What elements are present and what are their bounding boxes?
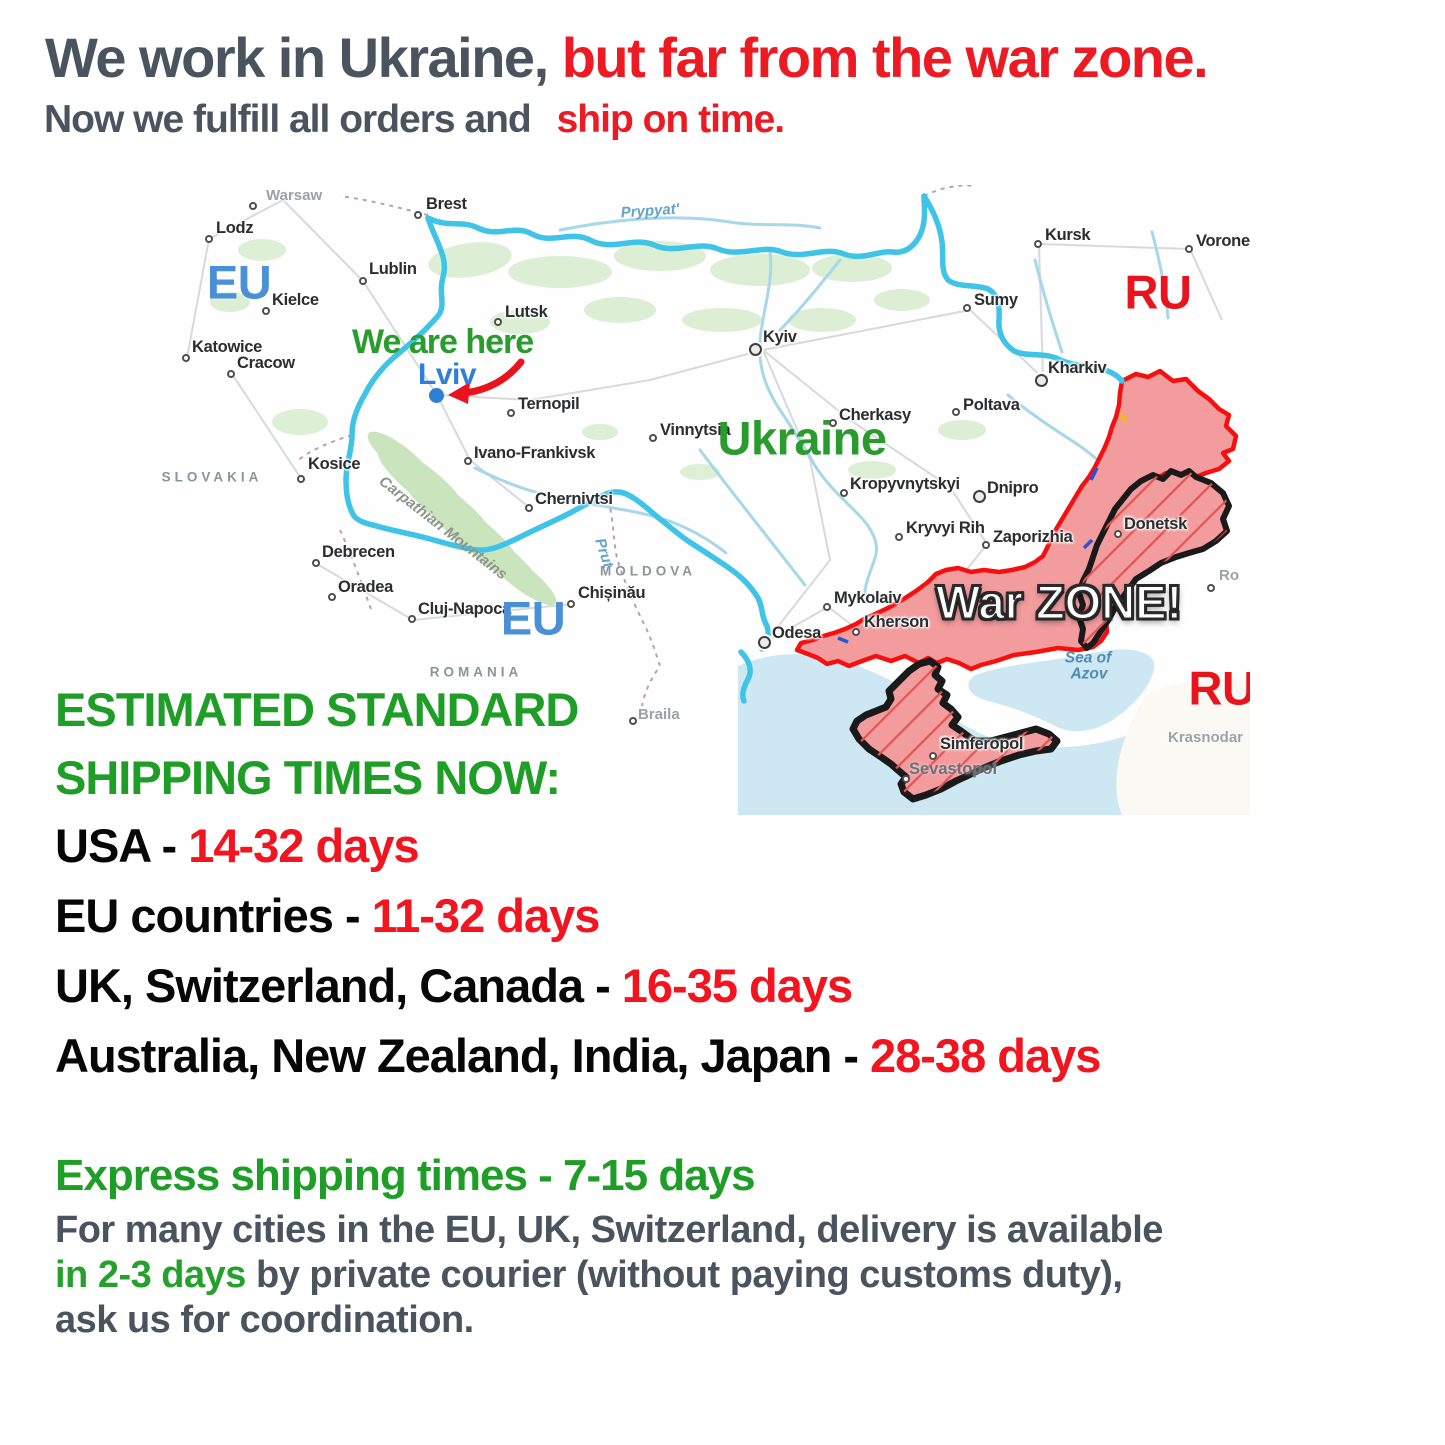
subheadline-dark: Now we fulfill all orders and bbox=[44, 98, 532, 141]
shipping-row-label: EU countries - bbox=[55, 889, 361, 942]
krasnodar-land bbox=[1116, 678, 1250, 815]
country-borders bbox=[295, 185, 975, 707]
shipping-row-label: UK, Switzerland, Canada - bbox=[55, 959, 611, 1012]
frontline-marks bbox=[837, 413, 1128, 644]
ukraine-border bbox=[343, 193, 1125, 704]
courier-note-line2: in 2-3 days by private courier (without … bbox=[55, 1253, 1163, 1298]
shipping-heading-line1: ESTIMATED STANDARD bbox=[55, 683, 579, 736]
courier-note-green: in 2-3 days bbox=[55, 1254, 246, 1296]
donetsk-hatch bbox=[1079, 471, 1229, 648]
sea-of-azov bbox=[968, 649, 1155, 732]
shipping-row-value: 28-38 days bbox=[870, 1029, 1101, 1082]
shipping-row-value: 11-32 days bbox=[371, 889, 601, 942]
shipping-row-value: 14-32 days bbox=[188, 819, 419, 872]
headline-dark: We work in Ukraine, bbox=[45, 26, 549, 89]
courier-note-line2-rest: by private courier (without paying custo… bbox=[245, 1254, 1123, 1296]
rivers bbox=[473, 216, 1170, 604]
shipping-row-uk-ch-ca: UK, Switzerland, Canada -16-35 days bbox=[55, 959, 853, 1012]
shipping-heading-line2: SHIPPING TIMES NOW: bbox=[55, 751, 561, 804]
crimea-hatch bbox=[853, 661, 1057, 799]
shipping-row-eu: EU countries -11-32 days bbox=[55, 889, 601, 942]
carpathian-ridge bbox=[367, 431, 557, 606]
shipping-row-value: 16-35 days bbox=[621, 959, 853, 1012]
arrow-to-lviv bbox=[448, 358, 525, 404]
shipping-row-label: USA - bbox=[55, 819, 177, 872]
courier-note: For many cities in the EU, UK, Switzerla… bbox=[55, 1208, 1163, 1343]
subheadline-red: ship on time. bbox=[556, 98, 786, 141]
subheadline: Now we fulfill all orders and ship on ti… bbox=[44, 98, 786, 141]
shipping-row-au-nz-in-jp: Australia, New Zealand, India, Japan -28… bbox=[55, 1029, 1101, 1082]
express-shipping-line: Express shipping times - 7-15 days bbox=[55, 1151, 756, 1200]
courier-note-line1: For many cities in the EU, UK, Switzerla… bbox=[55, 1209, 1163, 1251]
shipping-row-usa: USA -14-32 days bbox=[55, 819, 420, 872]
ukraine-map bbox=[150, 185, 1250, 815]
headline: We work in Ukraine, but far from the war… bbox=[45, 30, 1209, 86]
forest-patches bbox=[210, 239, 1184, 480]
headline-red: but far from the war zone. bbox=[561, 26, 1209, 89]
courier-note-line3: ask us for coordination. bbox=[55, 1299, 474, 1341]
shipping-row-label: Australia, New Zealand, India, Japan - bbox=[55, 1029, 859, 1082]
